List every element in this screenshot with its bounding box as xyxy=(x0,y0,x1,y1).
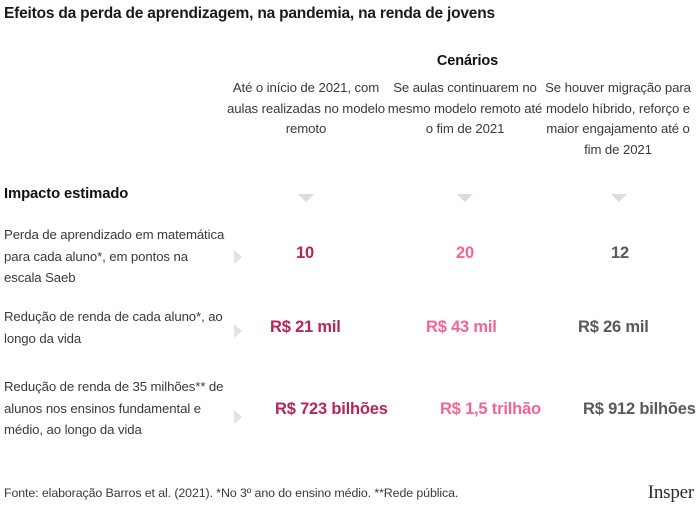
triangle-right-icon xyxy=(234,250,242,264)
cell-value: 12 xyxy=(611,244,629,262)
triangle-right-icon xyxy=(234,410,242,424)
triangle-down-icon xyxy=(611,194,627,202)
insper-logo: Insper xyxy=(647,482,694,503)
page-title: Efeitos da perda de aprendizagem, na pan… xyxy=(4,5,495,22)
cell-value: R$ 912 bilhões xyxy=(583,400,696,418)
cell-value: R$ 1,5 trilhão xyxy=(440,400,541,418)
cell-value: 20 xyxy=(456,244,474,262)
column-header-2: Se aulas continuarem no mesmo modelo rem… xyxy=(387,80,543,136)
triangle-down-icon xyxy=(298,194,314,202)
cell-value: R$ 21 mil xyxy=(270,318,341,336)
triangle-right-icon xyxy=(234,324,242,338)
cell-value: 10 xyxy=(296,244,314,262)
cell-value: R$ 723 bilhões xyxy=(275,400,388,418)
section-label: Impacto estimado xyxy=(4,186,129,202)
cell-value: R$ 43 mil xyxy=(426,318,497,336)
column-header-1: Até o início de 2021, com aulas realizad… xyxy=(227,80,385,136)
column-group-label: Cenários xyxy=(436,53,499,69)
row-label: Redução de renda de 35 milhões** de alun… xyxy=(4,379,224,437)
source-note: Fonte: elaboração Barros et al. (2021). … xyxy=(4,486,459,500)
triangle-down-icon xyxy=(457,194,473,202)
row-label: Redução de renda de cada aluno*, ao long… xyxy=(4,309,223,346)
footer-divider xyxy=(0,471,700,472)
column-header-3: Se houver migração para modelo híbrido, … xyxy=(545,80,691,157)
cell-value: R$ 26 mil xyxy=(578,318,649,336)
row-label: Perda de aprendizado em matemática para … xyxy=(4,227,225,285)
